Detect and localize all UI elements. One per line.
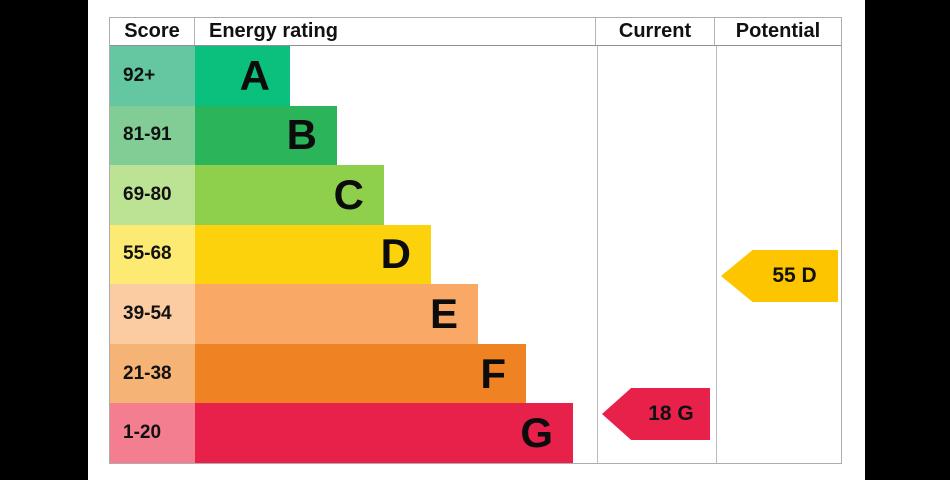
current-column-divider xyxy=(597,46,598,463)
epc-band-row-g: 1-20 G xyxy=(110,403,841,463)
score-range-f: 21-38 xyxy=(110,343,195,404)
epc-band-row-a: 92+ A xyxy=(110,46,841,106)
rating-bar-e: E xyxy=(195,284,478,344)
potential-column-divider xyxy=(716,46,717,463)
rating-bands-area: 18 G 55 D 92+ A 81-91 B 69-80 C 55-68 D 39-54 E 21… xyxy=(110,46,841,463)
rating-bar-g: G xyxy=(195,403,573,463)
rating-bar-a: A xyxy=(195,46,290,106)
header-current: Current xyxy=(596,18,715,45)
score-range-g: 1-20 xyxy=(110,403,195,463)
score-range-e: 39-54 xyxy=(110,284,195,344)
rating-bar-d: D xyxy=(195,224,431,285)
score-range-c: 69-80 xyxy=(110,165,195,225)
epc-band-row-c: 69-80 C xyxy=(110,165,841,225)
score-range-d: 55-68 xyxy=(110,224,195,285)
rating-bar-f: F xyxy=(195,343,526,404)
score-range-b: 81-91 xyxy=(110,105,195,166)
epc-band-row-d: 55-68 D xyxy=(110,224,841,285)
table-header-row: Score Energy rating Current Potential xyxy=(110,18,841,46)
epc-band-row-f: 21-38 F xyxy=(110,343,841,404)
header-score: Score xyxy=(110,18,195,45)
header-energy-rating: Energy rating xyxy=(195,18,596,45)
epc-rating-table: Score Energy rating Current Potential 18… xyxy=(109,17,842,464)
epc-band-row-e: 39-54 E xyxy=(110,284,841,344)
letterbox-right-bar xyxy=(865,0,950,480)
letterbox-left-bar xyxy=(0,0,88,480)
epc-band-row-b: 81-91 B xyxy=(110,105,841,166)
chart-background-panel: Score Energy rating Current Potential 18… xyxy=(88,0,865,480)
header-potential: Potential xyxy=(735,20,821,42)
rating-bar-c: C xyxy=(195,165,384,225)
score-range-a: 92+ xyxy=(110,46,195,106)
rating-bar-b: B xyxy=(195,105,337,166)
